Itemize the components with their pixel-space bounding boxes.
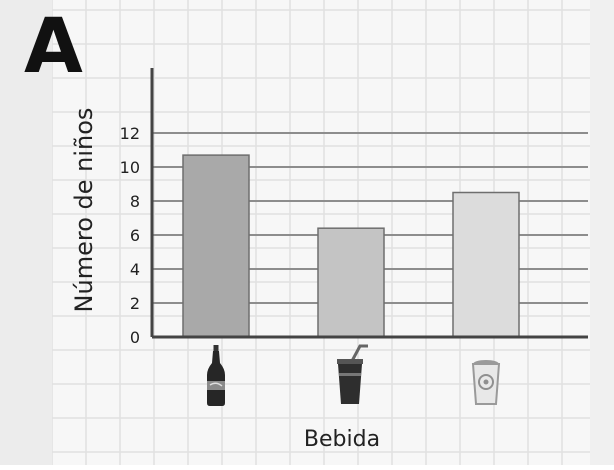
yogurt-drink-icon <box>471 360 501 405</box>
right-shaded-strip <box>590 0 614 465</box>
cup-with-straw-icon <box>337 344 368 404</box>
bar-cola-bottle <box>182 154 250 338</box>
y-tick-label: 0 <box>130 328 140 347</box>
y-tick-label: 8 <box>130 192 140 211</box>
y-tick-label: 10 <box>120 158 140 177</box>
y-tick-label: 4 <box>130 260 140 279</box>
panel-letter: A <box>24 1 83 90</box>
x-axis-label: Bebida <box>304 427 380 452</box>
left-shaded-strip <box>0 0 52 465</box>
y-axis-label: Número de niños <box>70 108 98 313</box>
y-tick-labels: 0 2 4 6 8 10 12 <box>120 124 140 347</box>
cola-bottle-icon <box>207 345 225 406</box>
y-tick-label: 2 <box>130 294 140 313</box>
bar-yogurt-drink <box>452 191 520 338</box>
y-tick-label: 6 <box>130 226 140 245</box>
bar-cup-with-straw <box>317 227 385 338</box>
y-tick-label: 12 <box>120 124 140 143</box>
bars <box>182 154 520 338</box>
